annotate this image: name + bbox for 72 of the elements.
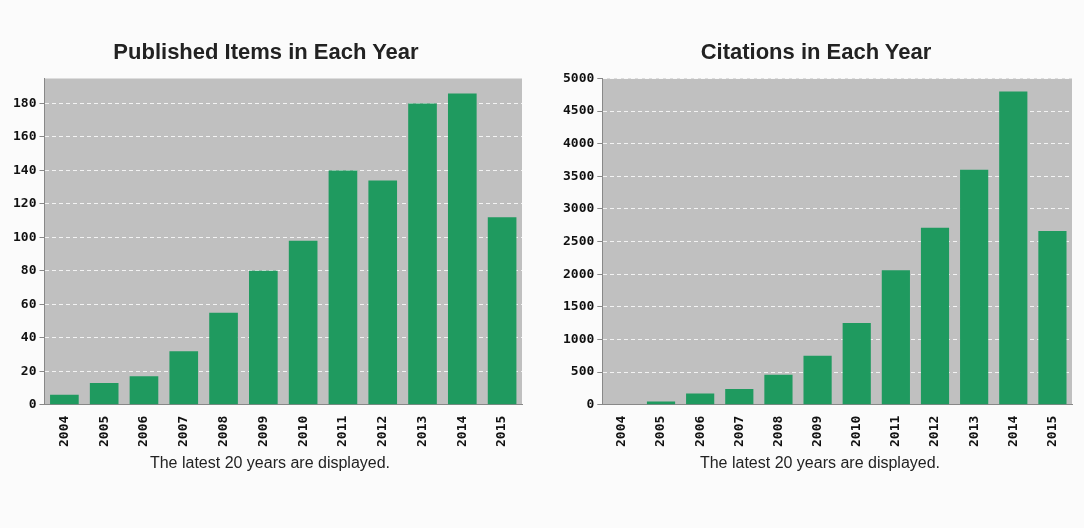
y-tick-label: 3500 [562, 167, 595, 183]
x-tick-label: 2011 [334, 415, 350, 448]
y-tick-label: 160 [13, 128, 37, 144]
bar [328, 170, 358, 405]
y-tick-label: 1500 [562, 298, 595, 314]
y-tick-label: 120 [13, 195, 37, 211]
text: The latest 20 years are displayed. [698, 454, 942, 472]
bar [487, 217, 517, 405]
bar [408, 103, 437, 405]
bar [725, 389, 754, 405]
bar [249, 270, 278, 405]
y-tick-label: 5000 [562, 69, 595, 85]
bar [209, 312, 238, 405]
x-tick-label: 2012 [374, 415, 390, 448]
x-tick-label: 2011 [887, 415, 903, 448]
x-tick-label: 2014 [1004, 415, 1020, 448]
bar [764, 374, 793, 405]
x-tick-label: 2015 [1043, 415, 1059, 448]
bar [646, 401, 676, 405]
y-tick-label: 60 [20, 295, 37, 311]
bar [1038, 231, 1067, 405]
bar [50, 394, 79, 405]
y-tick-label: 20 [20, 362, 37, 378]
x-tick-label: 2015 [493, 415, 509, 448]
y-tick-label: 80 [20, 262, 37, 278]
chart-title: Citations in Each Year [700, 39, 932, 65]
chart-title: Published Items in Each Year [113, 39, 420, 65]
x-tick-label: 2006 [135, 415, 151, 448]
x-tick-label: 2004 [55, 415, 71, 448]
bar [842, 323, 871, 405]
x-tick-label: 2012 [926, 415, 942, 448]
bar [686, 393, 715, 405]
x-tick-label: 2006 [691, 415, 707, 448]
x-tick-label: 2009 [254, 415, 270, 448]
x-tick-label: 2009 [808, 415, 824, 448]
y-tick-label: 2500 [562, 232, 595, 248]
y-tick-label: 3000 [562, 200, 595, 216]
x-tick-label: 2008 [214, 415, 230, 448]
bar [920, 227, 950, 405]
x-tick-label: 2005 [652, 415, 668, 448]
x-tick-label: 2004 [613, 415, 629, 448]
y-tick-label: 180 [13, 94, 37, 110]
x-tick-label: 2014 [453, 415, 469, 448]
x-tick-label: 2013 [413, 415, 429, 448]
x-tick-label: 2007 [175, 415, 191, 448]
x-tick-label: 2013 [965, 415, 981, 448]
y-tick-label: 2000 [562, 265, 595, 281]
bar [89, 382, 119, 405]
bar [881, 270, 910, 405]
y-tick-label: 140 [13, 161, 37, 177]
y-tick-label: 40 [20, 329, 37, 345]
bar [803, 355, 832, 405]
y-tick-label: 4000 [562, 135, 595, 151]
y-tick-label: 500 [570, 363, 595, 379]
text: The latest 20 years are displayed. [148, 454, 392, 472]
bar [999, 91, 1028, 405]
bar [447, 93, 477, 405]
y-tick-label: 4500 [562, 102, 595, 118]
x-tick-label: 2010 [294, 415, 310, 448]
bar [368, 180, 398, 405]
bar [129, 376, 159, 405]
bar [169, 351, 199, 405]
x-tick-label: 2007 [730, 415, 746, 448]
y-tick-label: 100 [13, 228, 37, 244]
x-tick-label: 2010 [848, 415, 864, 448]
x-tick-label: 2008 [769, 415, 785, 448]
y-tick-label: 0 [28, 396, 37, 412]
bar [960, 169, 989, 405]
y-tick-label: 0 [586, 396, 595, 412]
x-tick-label: 2005 [95, 415, 111, 448]
bar [288, 240, 318, 405]
y-tick-label: 1000 [562, 330, 595, 346]
